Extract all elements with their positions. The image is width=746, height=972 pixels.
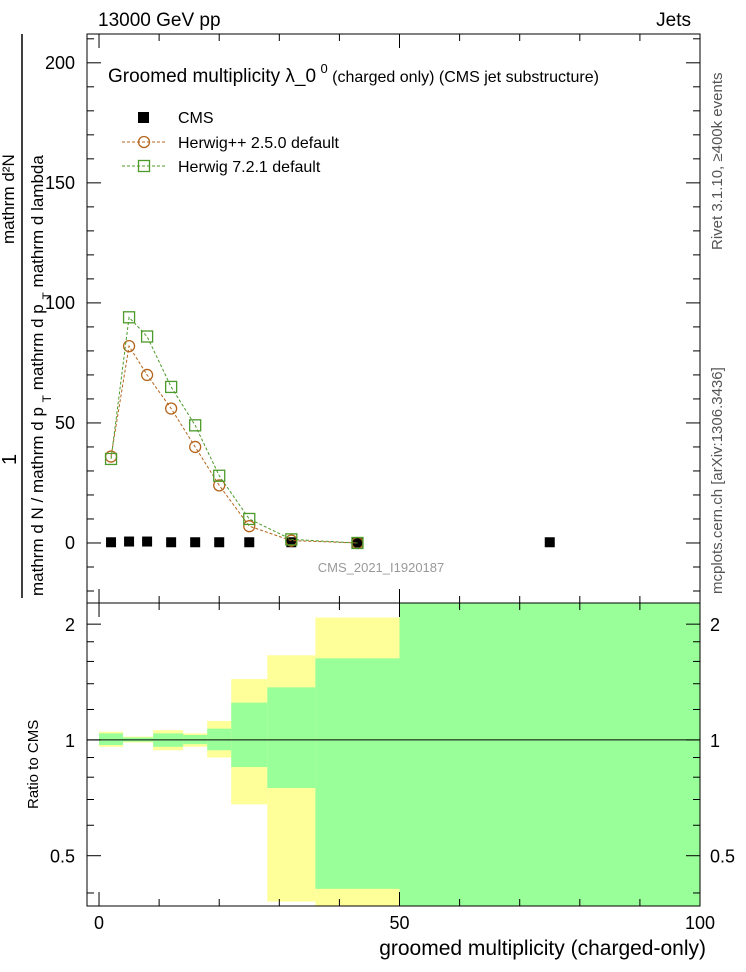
herwig7-point xyxy=(285,533,298,546)
cms-point xyxy=(286,537,297,548)
ratio-ytick-label-right: 1 xyxy=(710,731,720,751)
herwig7-point xyxy=(104,452,118,466)
ratio-band-green xyxy=(99,733,124,746)
main-ytick-label: 100 xyxy=(45,293,75,313)
legend-label-herwigpp: Herwig++ 2.5.0 default xyxy=(178,135,340,152)
ratio-xtick-label: 0 xyxy=(94,913,104,933)
series-line-1 xyxy=(110,344,358,544)
cms-point xyxy=(142,536,153,547)
cms-point xyxy=(214,537,225,548)
main-panel-background xyxy=(87,34,700,603)
ratio-ytick-label: 0.5 xyxy=(50,847,75,867)
ratio-band-green xyxy=(315,658,400,889)
ylabel-denominator: mathrm d N / mathrm d p T mathrm d p T m… xyxy=(28,155,55,596)
cms-point xyxy=(544,537,555,548)
ratio-band-green xyxy=(267,687,316,788)
ylabel-den-part2: mathrm d p xyxy=(28,304,47,390)
chart-title-main: Groomed multiplicity λ_0 xyxy=(108,66,316,87)
main-ytick-label: 50 xyxy=(55,413,75,433)
main-ytick-label: 200 xyxy=(45,53,75,73)
herwig7-point xyxy=(213,469,226,482)
ratio-xtick-label: 50 xyxy=(389,913,409,933)
ratio-ytick-label-right: 2 xyxy=(710,615,720,635)
chart-title-superscript: 0 xyxy=(320,61,327,76)
chart-title: Groomed multiplicity λ_0 0 (charged only… xyxy=(108,60,599,87)
herwig7-point xyxy=(189,419,202,432)
legend-marker-herwig7 xyxy=(137,159,151,173)
cms-point xyxy=(124,536,135,547)
series-line-2 xyxy=(110,316,358,544)
legend-label-cms: CMS xyxy=(178,110,214,127)
ylabel-prefactor: 1 xyxy=(0,454,21,465)
ratio-bands xyxy=(87,603,700,906)
herwig7-point xyxy=(164,380,178,394)
mcplots-label: mcplots.cern.ch [arXiv:1306.3436] xyxy=(709,367,726,594)
herwigpp-point xyxy=(122,339,136,353)
ratio-band-green xyxy=(399,603,700,906)
herwig7-point xyxy=(140,330,154,343)
ylabel-numerator: mathrm d²N xyxy=(0,154,18,244)
ratio-band-green xyxy=(231,702,268,768)
main-ylabel: 1 mathrm d²N mathrm d N / mathrm d p T m… xyxy=(0,34,55,598)
header-energy: 13000 GeV pp xyxy=(98,10,221,31)
herwigpp-point xyxy=(213,479,226,492)
main-ytick-label: 0 xyxy=(65,533,75,553)
herwig7-point xyxy=(122,311,136,324)
ratio-ylabel: Ratio to CMS xyxy=(25,720,42,809)
ylabel-den-sub1: T xyxy=(40,394,54,402)
ratio-ytick-label-right: 0.5 xyxy=(710,847,735,867)
ratio-ytick-label: 2 xyxy=(65,615,75,635)
main-ytick-label: 150 xyxy=(45,173,75,193)
herwigpp-point xyxy=(243,520,256,533)
main-axis-ticks: 0 50 100 150 200 xyxy=(45,34,701,603)
herwigpp-point xyxy=(189,440,202,454)
ratio-panel: 0.5 0.5 1 1 2 2 0 50 100 Ratio to CMS groomed mu… xyxy=(25,602,735,960)
cms-point xyxy=(166,537,177,548)
ratio-ytick-label: 1 xyxy=(65,731,75,751)
analysis-watermark: CMS_2021_I1920187 xyxy=(318,560,445,575)
legend-marker-cms xyxy=(138,112,149,123)
chart-title-tail: (charged only) (CMS jet substructure) xyxy=(332,69,599,86)
herwigpp-point xyxy=(140,368,154,382)
herwigpp-point xyxy=(164,402,178,415)
ratio-panel-frame xyxy=(86,602,701,907)
legend-label-herwig7: Herwig 7.2.1 default xyxy=(178,159,321,176)
herwig7-point xyxy=(351,536,364,550)
main-panel: CMS_2021_I1920187 Groomed multiplicity λ… xyxy=(0,33,701,604)
herwig7-point xyxy=(243,512,256,526)
rivet-label: Rivet 3.1.10, ≥400k events xyxy=(709,72,726,250)
legend: CMS Herwig++ 2.5.0 default Herwig 7.2.1 … xyxy=(122,110,340,176)
header-process: Jets xyxy=(656,10,691,31)
ratio-xtick-label: 100 xyxy=(685,913,715,933)
cms-point xyxy=(190,537,201,548)
cms-point xyxy=(244,537,255,548)
ylabel-den-part1: mathrm d N / mathrm d p xyxy=(28,407,47,596)
legend-marker-herwigpp xyxy=(137,135,151,149)
main-series xyxy=(104,311,555,550)
ylabel-den-part3: mathrm d lambda xyxy=(28,155,47,288)
ratio-axis-ticks: 0.5 0.5 1 1 2 2 0 50 100 xyxy=(50,603,735,933)
cms-point xyxy=(106,537,117,548)
ratio-xlabel: groomed multiplicity (charged-only) xyxy=(379,937,706,960)
ylabel-den-sub2: T xyxy=(40,292,54,300)
